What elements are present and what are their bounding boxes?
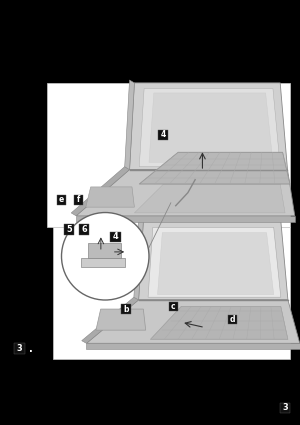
Polygon shape (86, 300, 300, 343)
FancyBboxPatch shape (169, 302, 178, 311)
Polygon shape (134, 184, 285, 213)
Text: 3: 3 (282, 403, 288, 413)
FancyBboxPatch shape (64, 224, 74, 235)
FancyBboxPatch shape (79, 224, 89, 235)
Text: f: f (77, 196, 80, 204)
FancyBboxPatch shape (57, 195, 66, 204)
Text: 4: 4 (112, 232, 118, 241)
Text: 5: 5 (66, 225, 72, 234)
Circle shape (61, 212, 149, 300)
Polygon shape (76, 170, 295, 216)
Text: 4: 4 (160, 130, 166, 139)
FancyBboxPatch shape (280, 403, 290, 413)
Polygon shape (86, 187, 134, 207)
FancyBboxPatch shape (46, 83, 290, 227)
FancyBboxPatch shape (14, 343, 25, 354)
Polygon shape (96, 309, 146, 330)
FancyBboxPatch shape (52, 227, 290, 359)
Polygon shape (139, 152, 290, 184)
Polygon shape (125, 80, 134, 170)
Polygon shape (158, 232, 274, 295)
Polygon shape (149, 93, 273, 162)
Polygon shape (82, 297, 139, 343)
Text: c: c (171, 302, 176, 311)
Polygon shape (81, 258, 125, 267)
Text: 3: 3 (17, 344, 22, 353)
Polygon shape (139, 221, 288, 300)
Polygon shape (148, 227, 281, 297)
Polygon shape (86, 343, 300, 348)
Polygon shape (130, 83, 287, 170)
FancyBboxPatch shape (74, 195, 83, 204)
FancyBboxPatch shape (158, 130, 168, 139)
FancyBboxPatch shape (121, 304, 130, 314)
Text: b: b (123, 305, 129, 314)
Polygon shape (134, 218, 143, 300)
Text: d: d (230, 315, 236, 324)
Text: 6: 6 (81, 225, 87, 234)
Polygon shape (150, 306, 288, 339)
FancyBboxPatch shape (110, 232, 121, 242)
Text: e: e (59, 196, 64, 204)
Polygon shape (88, 243, 121, 258)
FancyBboxPatch shape (228, 315, 237, 324)
Text: .: . (28, 343, 32, 354)
Polygon shape (71, 167, 130, 216)
Polygon shape (76, 216, 295, 221)
Polygon shape (139, 89, 280, 167)
